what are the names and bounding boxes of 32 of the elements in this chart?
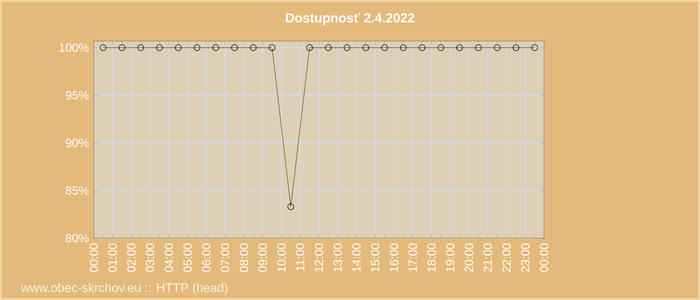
x-tick-label: 20:00	[464, 243, 474, 272]
y-tick-label: 100%	[60, 44, 88, 52]
y-tick-label: 85%	[66, 186, 89, 195]
x-tick-label: 22:00	[502, 243, 511, 272]
x-tick-label: 18:00	[427, 243, 436, 272]
x-tick-label: 03:00	[146, 243, 154, 272]
x-tick-label: 00:00	[540, 243, 548, 272]
x-tick-label: 00:00	[90, 243, 98, 272]
x-tick-label: 09:00	[258, 243, 267, 272]
x-tick-label: 17:00	[408, 243, 417, 272]
x-tick-label: 19:00	[446, 243, 454, 272]
x-tick-label: 11:00	[296, 243, 304, 271]
x-tick-label: 07:00	[220, 243, 230, 272]
x-tick-label: 01:00	[108, 243, 117, 272]
x-tick-label: 10:00	[277, 243, 286, 272]
x-tick-label: 05:00	[183, 243, 192, 272]
x-tick-label: 02:00	[127, 243, 136, 272]
x-tick-label: 23:00	[521, 243, 530, 272]
x-tick-label: 16:00	[390, 243, 398, 272]
x-tick-label: 04:00	[164, 243, 174, 272]
x-tick-label: 06:00	[202, 243, 211, 272]
x-tick-label: 15:00	[371, 243, 380, 272]
text: www.obec-skrchov.eu :: HTTP (head)	[20, 282, 228, 295]
chart-title: Dostupnosť 2.4.2022	[286, 12, 414, 26]
x-tick-label: 08:00	[240, 243, 248, 272]
y-tick-label: 90%	[66, 138, 89, 148]
x-tick-label: 13:00	[334, 243, 342, 272]
x-tick-label: 12:00	[314, 243, 324, 272]
x-tick-label: 14:00	[352, 243, 361, 272]
y-tick-label: 80%	[66, 234, 89, 242]
x-tick-label: 21:00	[484, 243, 492, 272]
y-tick-label: 95%	[66, 91, 89, 100]
